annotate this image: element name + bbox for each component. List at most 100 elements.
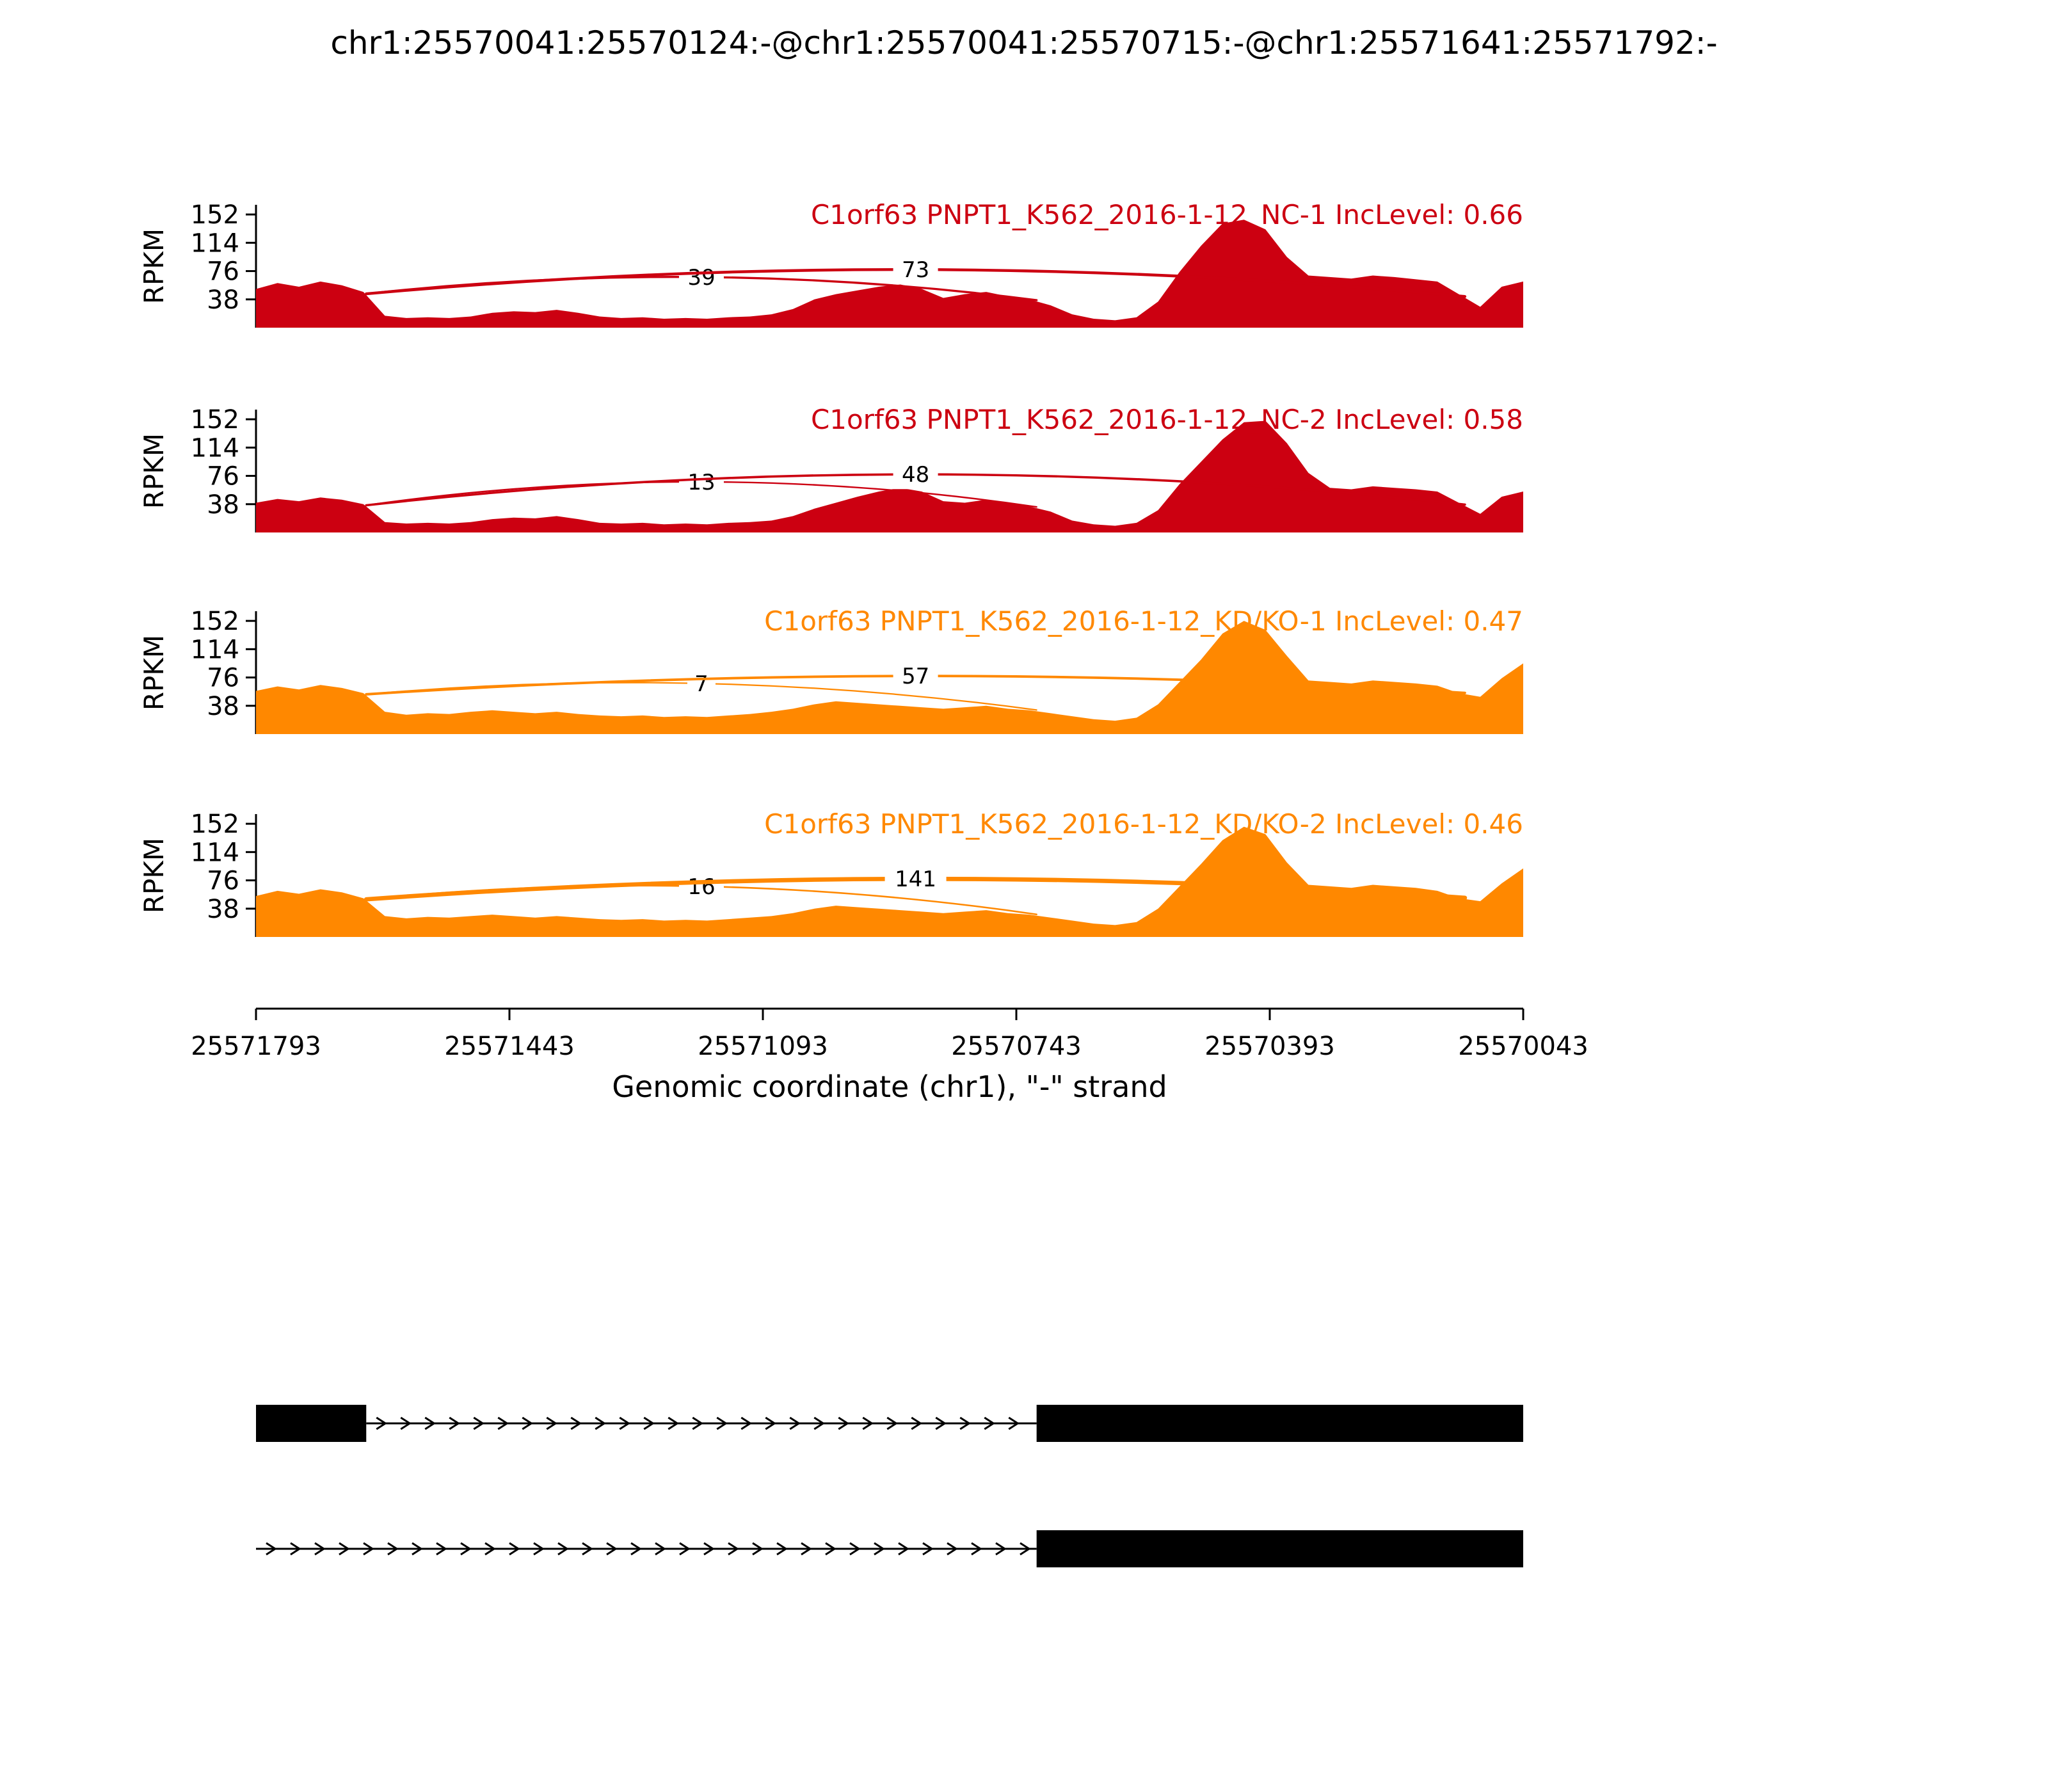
junction-count-box bbox=[678, 262, 724, 292]
intron-arrow bbox=[643, 1416, 655, 1430]
intron-arrow bbox=[509, 1542, 520, 1556]
junction-count-box bbox=[884, 864, 947, 894]
coverage-area bbox=[256, 420, 1523, 532]
y-tick-label: 38 bbox=[207, 692, 239, 721]
coverage-area bbox=[256, 621, 1523, 734]
junction-count-label: 73 bbox=[902, 257, 929, 283]
intron-arrow bbox=[557, 1542, 569, 1556]
exon-box bbox=[256, 1405, 367, 1442]
intron-arrow bbox=[971, 1542, 982, 1556]
junction-count-label: 48 bbox=[902, 462, 929, 488]
intron-arrow bbox=[449, 1416, 461, 1430]
intron-arrow bbox=[947, 1542, 958, 1556]
junction-count-box bbox=[893, 255, 938, 285]
junction-count-box bbox=[678, 467, 724, 497]
rpkm-axis-label: RPKM bbox=[138, 433, 170, 509]
junction-count-box bbox=[893, 460, 938, 490]
junction-count-box bbox=[893, 661, 938, 691]
track-title: C1orf63 PNPT1_K562_2016-1-12_KD/KO-2 Inc… bbox=[764, 808, 1523, 840]
y-tick-label: 38 bbox=[207, 285, 239, 315]
coverage-area bbox=[256, 220, 1523, 328]
y-tick-label: 114 bbox=[191, 635, 239, 664]
intron-arrow bbox=[460, 1542, 472, 1556]
intron-arrow bbox=[703, 1542, 715, 1556]
junction-count-box bbox=[687, 668, 716, 698]
intron-arrow bbox=[838, 1416, 850, 1430]
rpkm-axis-label: RPKM bbox=[138, 228, 170, 304]
x-tick-label: 25571093 bbox=[698, 1032, 828, 1061]
y-tick-label: 114 bbox=[191, 838, 239, 867]
intron-arrow bbox=[376, 1416, 388, 1430]
intron-arrow bbox=[886, 1416, 899, 1430]
y-tick-label: 76 bbox=[207, 867, 239, 896]
y-tick-label: 76 bbox=[207, 664, 239, 693]
intron-arrow bbox=[412, 1542, 423, 1556]
intron-arrow bbox=[1020, 1542, 1031, 1556]
intron-arrow bbox=[522, 1416, 534, 1430]
y-tick-label: 38 bbox=[207, 895, 239, 924]
intron-arrow bbox=[290, 1542, 301, 1556]
x-axis-title: Genomic coordinate (chr1), "-" strand bbox=[612, 1069, 1167, 1104]
junction-count-label: 141 bbox=[895, 867, 936, 892]
intron-arrow bbox=[984, 1416, 996, 1430]
intron-arrow bbox=[424, 1416, 436, 1430]
x-tick-label: 25571443 bbox=[444, 1032, 575, 1061]
intron-arrow bbox=[922, 1542, 934, 1556]
intron-arrow bbox=[314, 1542, 326, 1556]
intron-arrow bbox=[813, 1416, 826, 1430]
intron-arrow bbox=[874, 1542, 885, 1556]
y-tick-label: 38 bbox=[207, 490, 239, 520]
track-title: C1orf63 PNPT1_K562_2016-1-12_NC-2 IncLev… bbox=[811, 404, 1523, 435]
intron-arrow bbox=[630, 1542, 642, 1556]
intron-arrow bbox=[606, 1542, 618, 1556]
junction-count-box bbox=[678, 871, 724, 901]
junction-count-label: 16 bbox=[687, 874, 715, 900]
junction-count-label: 57 bbox=[902, 664, 929, 689]
x-tick-label: 25570743 bbox=[951, 1032, 1082, 1061]
intron-arrow bbox=[728, 1542, 739, 1556]
intron-arrow bbox=[911, 1416, 923, 1430]
intron-arrow bbox=[752, 1542, 764, 1556]
intron-arrow bbox=[959, 1416, 972, 1430]
intron-arrow bbox=[740, 1416, 753, 1430]
y-tick-label: 152 bbox=[191, 607, 239, 636]
junction-count-label: 13 bbox=[687, 470, 715, 495]
intron-arrow bbox=[692, 1416, 704, 1430]
intron-arrow bbox=[765, 1416, 777, 1430]
intron-arrow bbox=[400, 1416, 412, 1430]
intron-arrow bbox=[801, 1542, 812, 1556]
coverage-area bbox=[256, 826, 1523, 937]
intron-arrow bbox=[497, 1416, 509, 1430]
figure-title: chr1:25570041:25570124:-@chr1:25570041:2… bbox=[330, 24, 1718, 61]
intron-arrow bbox=[595, 1416, 607, 1430]
intron-arrow bbox=[849, 1542, 861, 1556]
intron-arrow bbox=[266, 1542, 277, 1556]
intron-arrow bbox=[387, 1542, 399, 1556]
intron-arrow bbox=[570, 1416, 582, 1430]
intron-arrow bbox=[655, 1542, 666, 1556]
track-title: C1orf63 PNPT1_K562_2016-1-12_NC-1 IncLev… bbox=[811, 199, 1523, 230]
intron-arrow bbox=[484, 1542, 496, 1556]
intron-arrow bbox=[995, 1542, 1007, 1556]
intron-arrow bbox=[716, 1416, 728, 1430]
intron-arrow bbox=[339, 1542, 350, 1556]
intron-arrow bbox=[789, 1416, 801, 1430]
y-tick-label: 114 bbox=[191, 433, 239, 463]
x-tick-label: 25571793 bbox=[191, 1032, 321, 1061]
y-tick-label: 152 bbox=[191, 200, 239, 230]
rpkm-axis-label: RPKM bbox=[138, 838, 170, 913]
intron-arrow bbox=[363, 1542, 374, 1556]
intron-arrow bbox=[619, 1416, 631, 1430]
exon-box bbox=[1036, 1530, 1523, 1567]
y-tick-label: 76 bbox=[207, 462, 239, 492]
rpkm-axis-label: RPKM bbox=[138, 635, 170, 710]
intron-arrow bbox=[825, 1542, 836, 1556]
track-title: C1orf63 PNPT1_K562_2016-1-12_KD/KO-1 Inc… bbox=[764, 605, 1523, 637]
intron-arrow bbox=[546, 1416, 558, 1430]
y-tick-label: 76 bbox=[207, 257, 239, 287]
x-tick-label: 25570393 bbox=[1204, 1032, 1335, 1061]
intron-arrow bbox=[533, 1542, 545, 1556]
intron-arrow bbox=[679, 1542, 691, 1556]
